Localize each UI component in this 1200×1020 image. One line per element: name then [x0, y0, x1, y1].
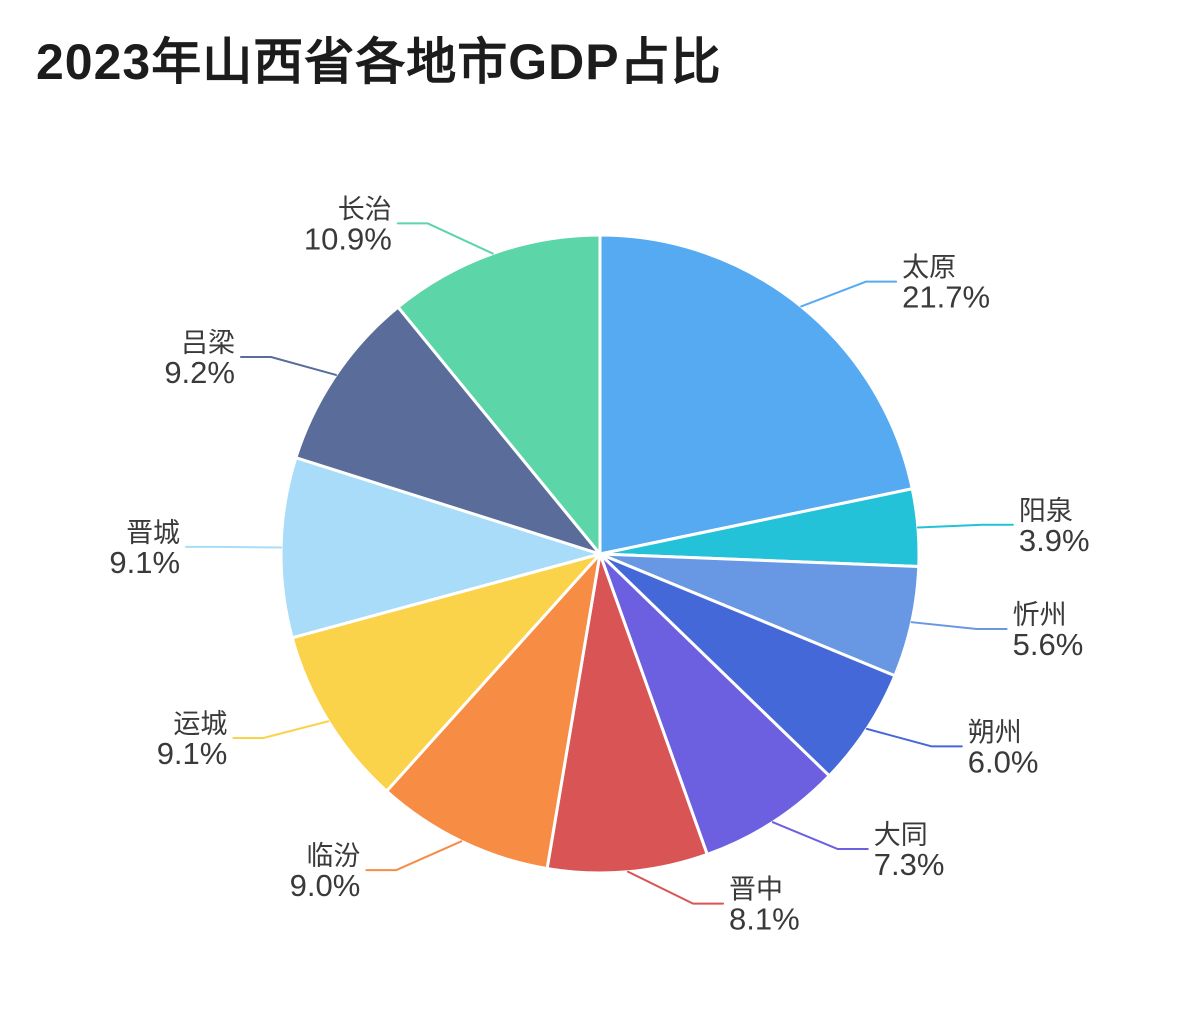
slice-label-percent: 21.7%	[902, 280, 990, 315]
slice-label-percent: 9.2%	[164, 355, 235, 390]
slice-label-percent: 5.6%	[1013, 627, 1084, 662]
slice-label-percent: 7.3%	[874, 847, 945, 882]
slice-label-name: 忻州	[1013, 600, 1067, 630]
label-leader-line-10	[396, 222, 494, 255]
slice-label-name: 吕梁	[181, 328, 235, 358]
slice-label-percent: 8.1%	[729, 902, 800, 937]
slice-label-name: 朔州	[968, 717, 1022, 747]
label-leader-line-9	[239, 355, 337, 376]
slice-label-5: 晋中 8.1%	[729, 875, 800, 937]
slice-label-6: 临汾 9.0%	[290, 841, 361, 903]
slice-label-name: 阳泉	[1019, 496, 1073, 526]
slice-label-3: 朔州 6.0%	[968, 717, 1039, 779]
slice-label-name: 大同	[874, 820, 928, 850]
slice-label-percent: 3.9%	[1019, 523, 1090, 558]
label-leader-line-2	[910, 621, 1008, 631]
slice-label-9: 吕梁 9.2%	[164, 328, 235, 390]
label-leader-line-7	[232, 720, 330, 740]
label-leader-line-6	[365, 840, 463, 872]
label-leader-line-5	[627, 870, 725, 905]
slice-label-8: 晋城 9.1%	[109, 518, 180, 580]
slice-label-7: 运城 9.1%	[157, 709, 228, 771]
slice-label-name: 运城	[173, 709, 227, 739]
label-leader-line-1	[916, 523, 1014, 529]
slice-label-4: 大同 7.3%	[874, 820, 945, 882]
slice-label-percent: 9.1%	[157, 736, 228, 771]
label-leader-line-0	[800, 280, 898, 308]
slice-label-name: 长治	[338, 194, 392, 224]
slice-label-percent: 9.0%	[290, 868, 361, 903]
slice-label-1: 阳泉 3.9%	[1019, 496, 1090, 558]
slice-label-percent: 10.9%	[304, 221, 392, 256]
slice-label-percent: 9.1%	[109, 545, 180, 580]
slice-label-2: 忻州 5.6%	[1013, 600, 1084, 662]
slice-label-name: 临汾	[306, 841, 360, 871]
label-leader-line-8	[185, 545, 283, 549]
chart-title: 2023年山西省各地市GDP占比	[36, 34, 722, 90]
label-leader-line-4	[771, 821, 869, 851]
label-leader-line-3	[865, 727, 963, 748]
slice-label-name: 晋城	[126, 518, 180, 548]
slice-label-name: 晋中	[729, 875, 783, 905]
slice-label-name: 太原	[902, 253, 956, 283]
slice-label-percent: 6.0%	[968, 744, 1039, 779]
slice-label-0: 太原 21.7%	[902, 253, 990, 315]
slice-label-10: 长治 10.9%	[304, 194, 392, 256]
